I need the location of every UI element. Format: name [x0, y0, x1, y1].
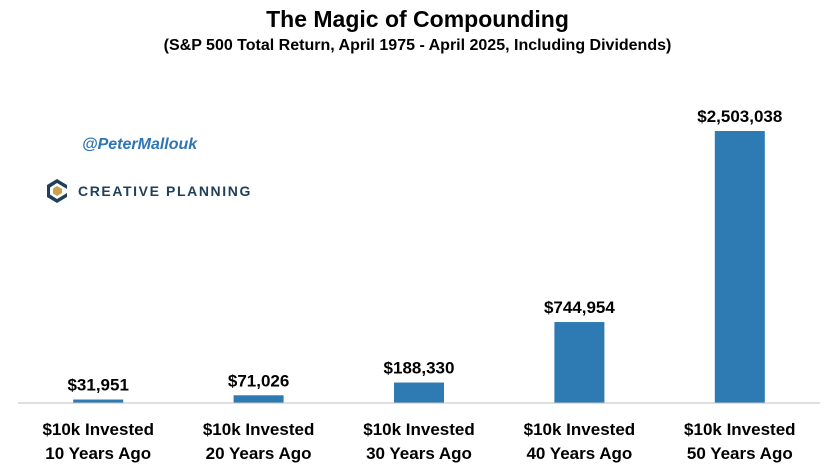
category-label-4-line-2: 40 Years Ago: [526, 444, 632, 463]
bar-1: [73, 399, 124, 403]
bar-4: [554, 322, 605, 403]
data-label-1: $31,951: [67, 376, 128, 395]
category-label-3-line-1: $10k Invested: [363, 420, 475, 439]
chart-title: The Magic of Compounding: [266, 6, 569, 32]
data-label-4: $744,954: [544, 298, 615, 317]
category-label-1-line-2: 10 Years Ago: [45, 444, 151, 463]
category-label-4-line-1: $10k Invested: [524, 420, 636, 439]
category-label-5-line-1: $10k Invested: [684, 420, 796, 439]
labels-group: $31,951 $10k Invested 10 Years Ago $71,026 $…: [42, 107, 795, 463]
chart-subtitle: (S&P 500 Total Return, April 1975 - Apri…: [163, 37, 672, 54]
logo-wordmark: CREATIVE PLANNING: [78, 183, 252, 199]
bar-5: [714, 131, 765, 403]
category-label-2-line-2: 20 Years Ago: [206, 444, 312, 463]
bar-3: [394, 382, 444, 403]
category-label-2-line-1: $10k Invested: [203, 420, 315, 439]
category-label-1-line-1: $10k Invested: [42, 420, 154, 439]
author-handle: @PeterMallouk: [82, 136, 198, 153]
logo-mark-icon: [47, 179, 67, 203]
data-label-2: $71,026: [228, 371, 289, 390]
bars-group: [73, 131, 765, 403]
category-label-3-line-2: 30 Years Ago: [366, 444, 472, 463]
data-label-5: $2,503,038: [697, 107, 782, 126]
data-label-3: $188,330: [384, 359, 455, 378]
bar-2: [233, 395, 284, 403]
category-label-5-line-2: 50 Years Ago: [687, 444, 793, 463]
creative-planning-logo: CREATIVE PLANNING: [46, 178, 252, 204]
